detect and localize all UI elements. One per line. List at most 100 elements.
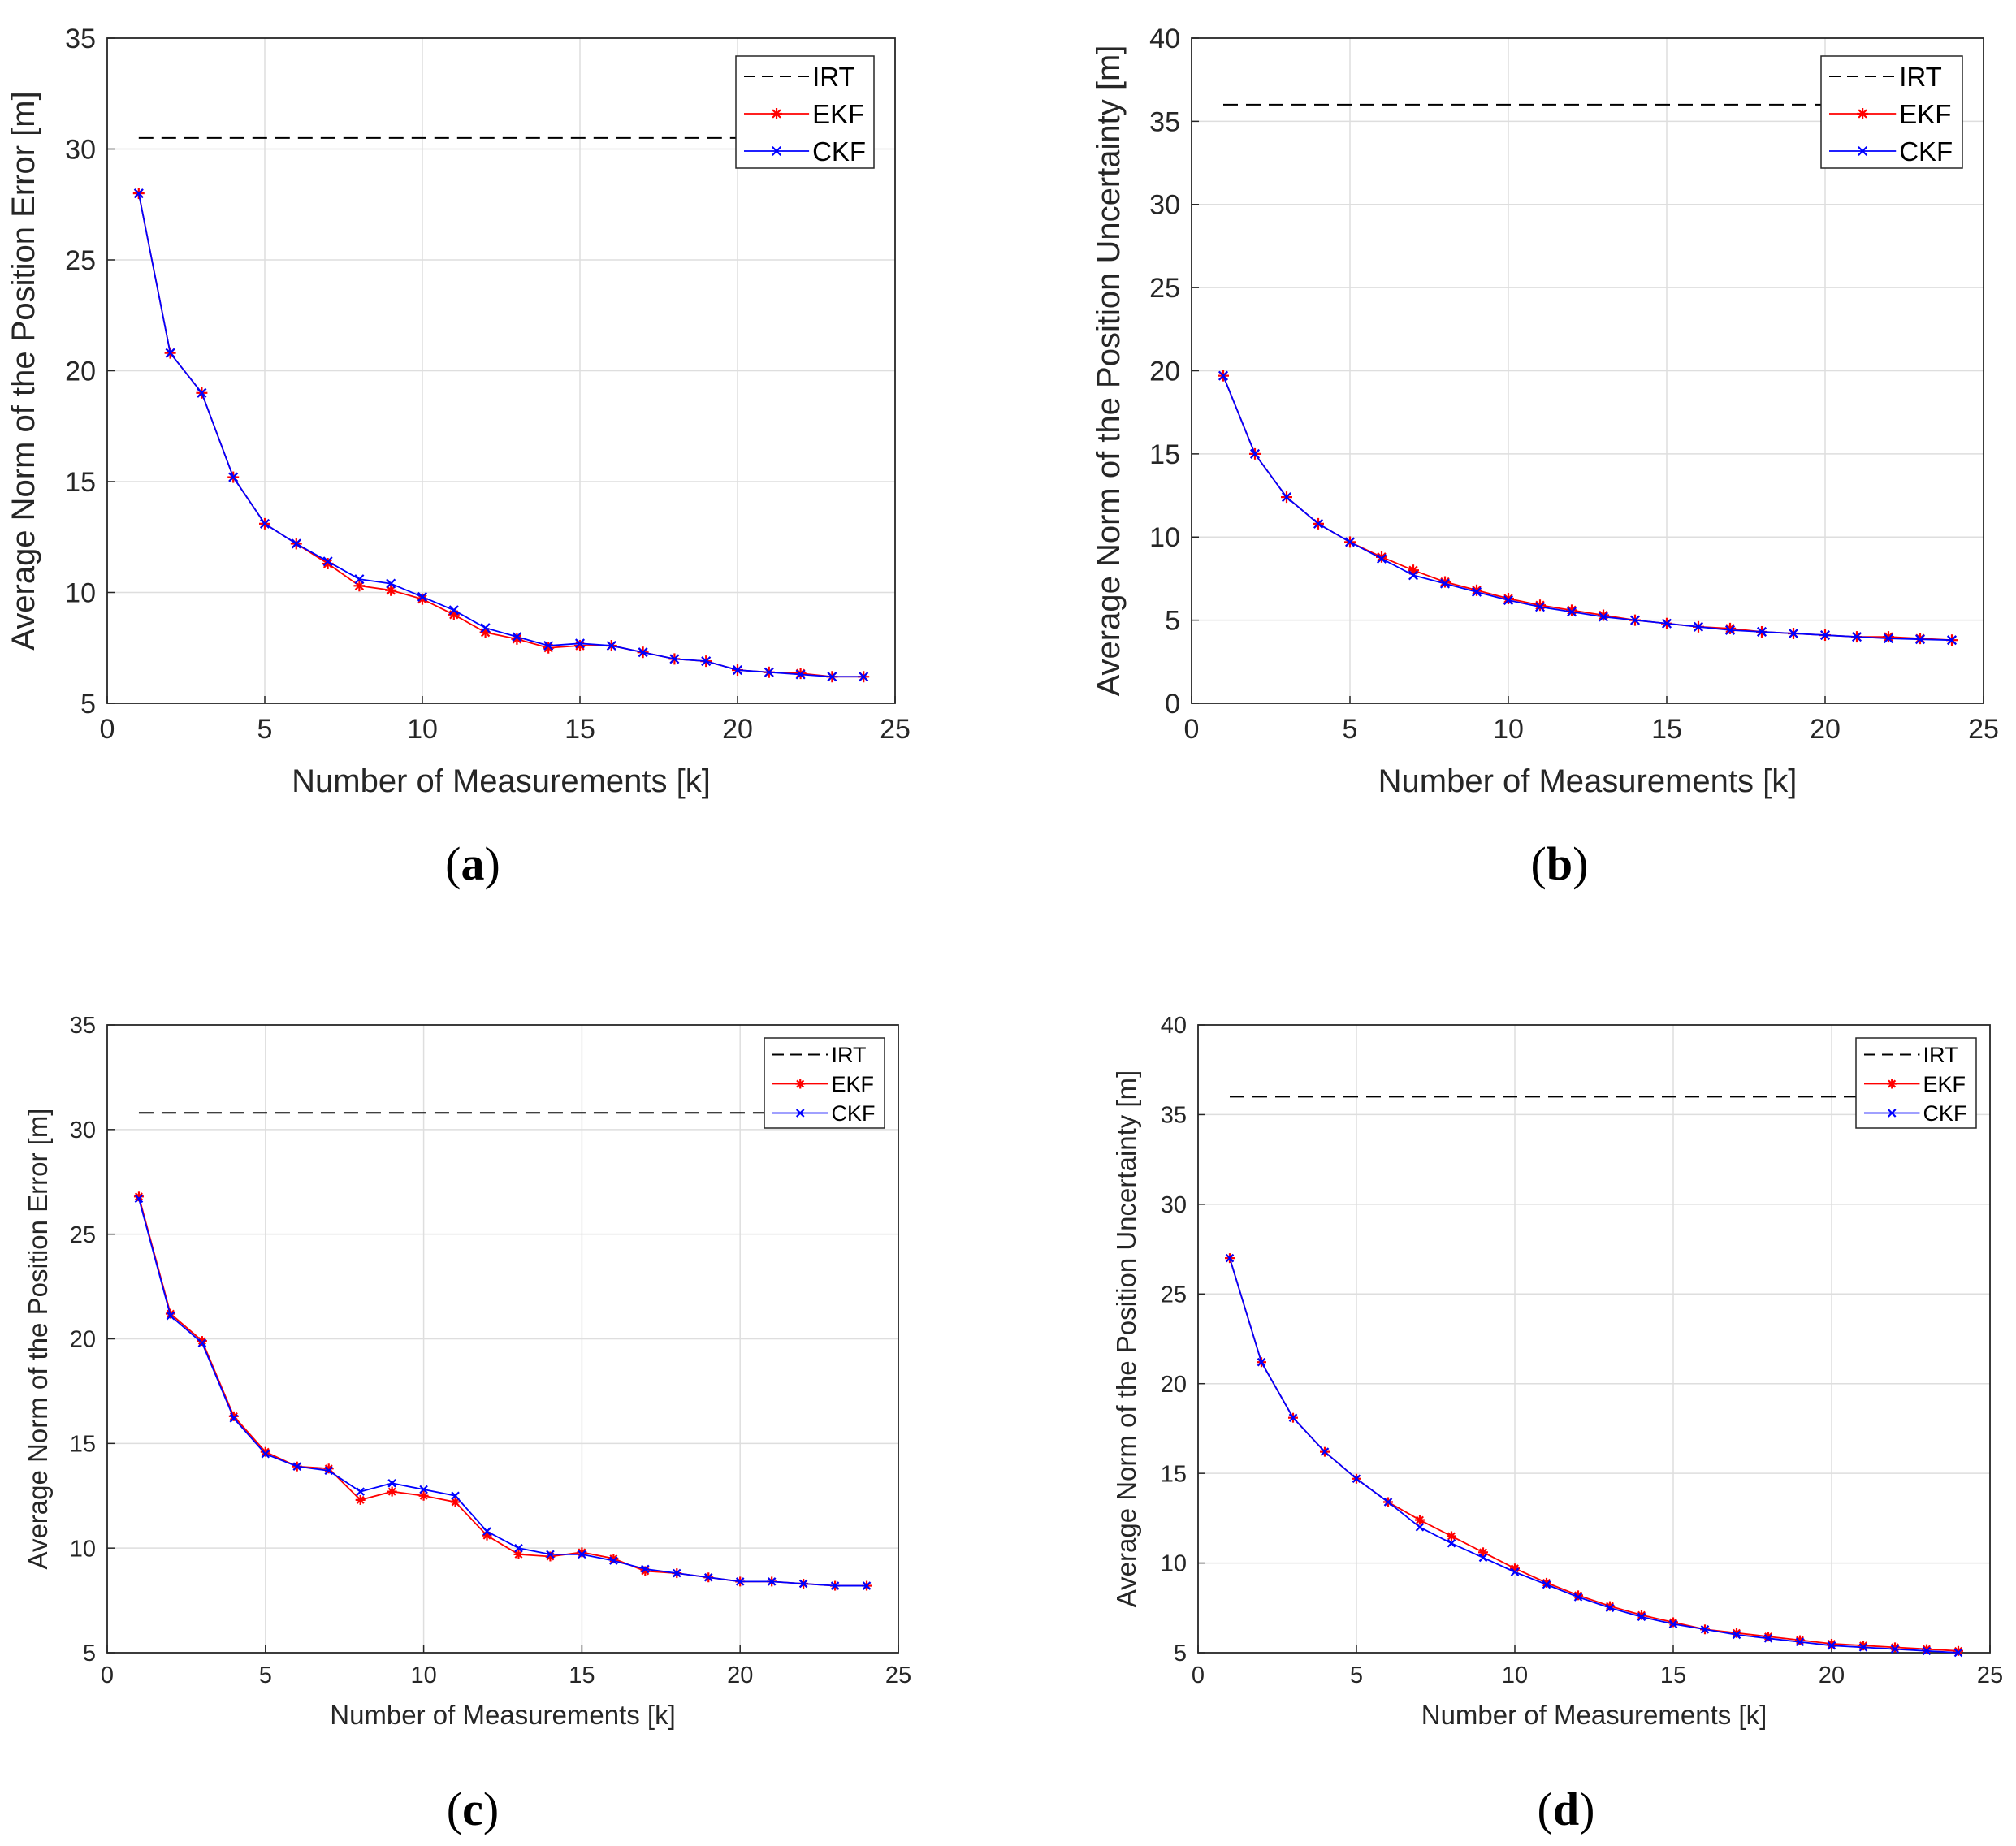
point-ckf: [578, 1550, 586, 1559]
y-axis-label: Average Norm of the Position Error [m]: [23, 1109, 53, 1570]
x-tick-label: 15: [565, 714, 595, 745]
point-ckf: [228, 472, 239, 482]
point-ckf: [1693, 621, 1704, 632]
x-tick-label: 10: [1502, 1662, 1528, 1688]
x-tick-label: 5: [1343, 714, 1358, 745]
y-tick-label: 40: [1149, 24, 1180, 54]
legend: IRT EKF CKF: [1855, 1037, 1977, 1129]
legend: IRT EKF CKF: [735, 55, 875, 169]
point-ckf: [859, 672, 869, 682]
y-tick-label: 15: [1149, 439, 1180, 470]
point-ckf: [514, 1543, 523, 1553]
legend-entry-irt: IRT: [1829, 62, 1942, 92]
y-tick-label: 35: [70, 1013, 96, 1039]
point-ckf: [1858, 1643, 1868, 1652]
panel-caption-d: (d): [1538, 1783, 1595, 1835]
point-ckf: [574, 638, 586, 649]
point-ckf: [1763, 1634, 1773, 1643]
legend-marker-ckf: [1887, 1109, 1897, 1118]
point-ckf: [1827, 1641, 1836, 1650]
point-ckf: [1510, 1567, 1520, 1576]
point-ckf: [133, 188, 144, 199]
legend-entry-irt: IRT: [744, 62, 855, 92]
point-ckf: [1756, 626, 1767, 637]
y-tick-label: 30: [1161, 1192, 1187, 1218]
point-ckf: [480, 623, 491, 633]
point-ckf: [1573, 1593, 1583, 1602]
y-tick-label: 5: [1174, 1641, 1187, 1667]
point-ekf: [353, 580, 366, 592]
series-ckf: [1218, 370, 1958, 646]
series-line-ckf: [137, 192, 864, 678]
y-tick-label: 10: [1161, 1551, 1187, 1577]
point-ckf: [356, 1487, 365, 1496]
legend-label-ckf: CKF: [1899, 136, 1953, 166]
legend-marker-ekf: [771, 108, 783, 119]
point-ckf: [1542, 1580, 1551, 1589]
series-ckf: [133, 188, 869, 682]
point-ckf: [197, 387, 207, 398]
point-ckf: [1914, 634, 1926, 645]
y-tick-label: 20: [70, 1327, 96, 1353]
y-tick-label: 40: [1161, 1013, 1187, 1039]
y-tick-label: 25: [65, 245, 96, 276]
point-ckf: [166, 1311, 175, 1321]
point-ckf: [1225, 1253, 1235, 1263]
point-ckf: [512, 632, 522, 642]
point-ckf: [1732, 1630, 1741, 1640]
series-line-ckf: [138, 1198, 867, 1587]
point-ekf: [1827, 1638, 1836, 1649]
y-tick-label: 10: [1149, 522, 1180, 553]
point-ckf: [1883, 633, 1894, 644]
point-ckf: [1890, 1645, 1900, 1654]
point-ckf: [732, 665, 743, 676]
point-ckf: [451, 1491, 460, 1501]
point-ckf: [1661, 618, 1672, 629]
legend-marker-ekf: [1857, 108, 1869, 119]
point-ckf: [1598, 612, 1609, 622]
legend: IRT EKF CKF: [764, 1037, 885, 1129]
y-tick-label: 5: [83, 1641, 96, 1667]
point-ckf: [1503, 595, 1514, 606]
point-ckf: [1668, 1619, 1678, 1628]
y-axis-label: Average Norm of the Position Uncertainty…: [1111, 1070, 1141, 1608]
point-ckf: [1415, 1523, 1425, 1532]
legend-entry-irt: IRT: [772, 1043, 866, 1067]
point-ckf: [543, 640, 554, 651]
point-ckf: [546, 1550, 555, 1559]
point-ckf: [795, 669, 806, 680]
x-tick-label: 0: [1192, 1662, 1205, 1688]
chart-panel-b: 0 5 10 15 20 25 0 5 10 15 20 25 30 35 40 Number of Meas…: [1091, 24, 1999, 890]
point-ckf: [1922, 1646, 1932, 1656]
legend-entry-ckf: CKF: [1829, 136, 1953, 166]
x-tick-label: 20: [727, 1662, 753, 1688]
point-ekf: [355, 1494, 366, 1505]
point-ckf: [165, 348, 175, 358]
x-tick-label: 25: [1977, 1662, 2003, 1688]
point-ckf: [1257, 1357, 1266, 1367]
point-ckf: [1383, 1498, 1393, 1507]
point-ckf: [1218, 370, 1229, 381]
y-tick-label: 5: [1165, 606, 1180, 637]
point-ckf: [1724, 625, 1736, 635]
point-ckf: [134, 1194, 144, 1204]
x-tick-label: 25: [1968, 714, 1999, 745]
legend-marker-ckf: [795, 1109, 805, 1118]
point-ckf: [387, 1479, 396, 1488]
legend-label-irt: IRT: [831, 1043, 866, 1067]
point-ckf: [827, 672, 837, 682]
point-ckf: [482, 1527, 491, 1536]
x-tick-label: 15: [569, 1662, 595, 1688]
y-tick-label: 30: [65, 134, 96, 165]
point-ckf: [1313, 518, 1324, 529]
legend-marker-ekf: [1887, 1079, 1897, 1089]
legend-entry-ckf: CKF: [744, 136, 866, 166]
legend-label-irt: IRT: [1923, 1043, 1958, 1067]
legend-marker-ekf: [795, 1079, 806, 1089]
point-ckf: [703, 1572, 713, 1582]
point-ckf: [1946, 635, 1958, 646]
point-ckf: [862, 1581, 872, 1590]
point-ekf: [1795, 1635, 1805, 1645]
